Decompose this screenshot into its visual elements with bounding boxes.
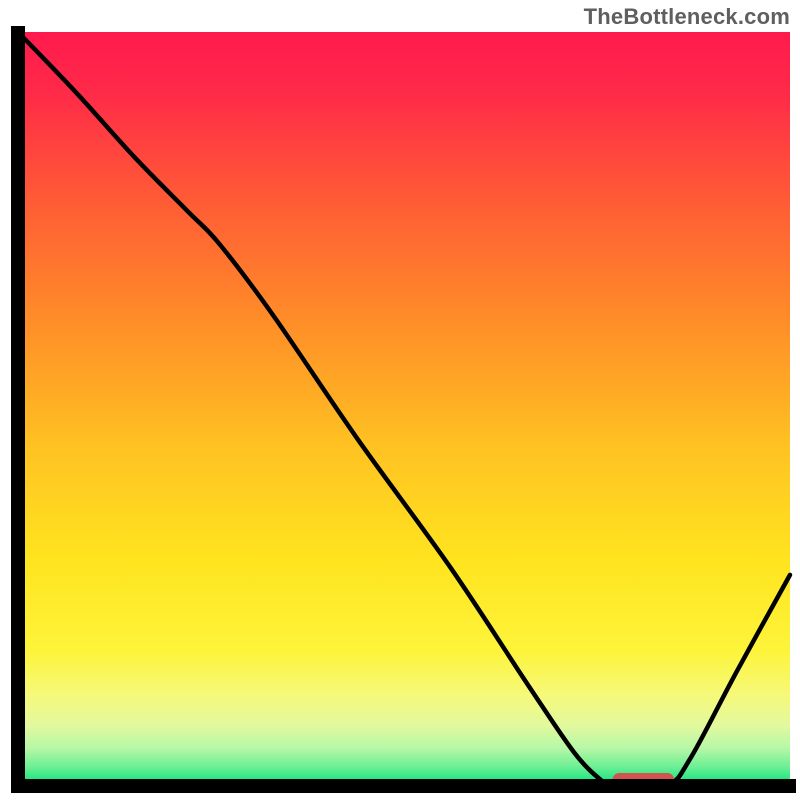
watermark-text: TheBottleneck.com bbox=[584, 4, 790, 30]
bottleneck-chart bbox=[0, 0, 800, 800]
chart-container: TheBottleneck.com bbox=[0, 0, 800, 800]
plot-background-gradient bbox=[18, 32, 790, 786]
